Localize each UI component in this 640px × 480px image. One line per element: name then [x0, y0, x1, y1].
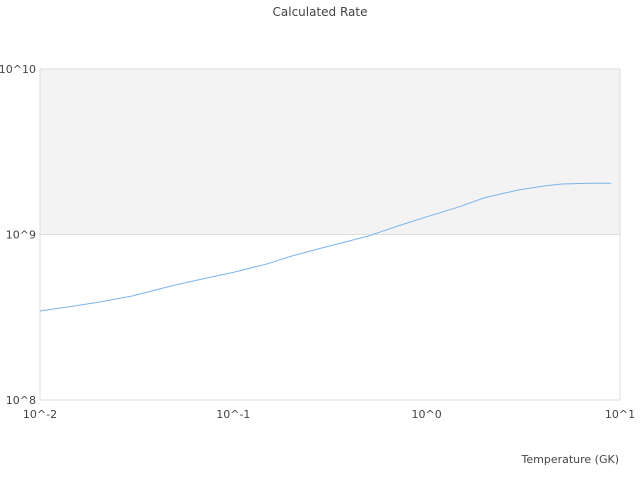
plot-band	[40, 69, 620, 235]
chart-title: Calculated Rate	[273, 5, 368, 19]
x-axis-label: Temperature (GK)	[521, 453, 620, 466]
y-tick-label: 10^9	[6, 229, 36, 242]
y-tick-label: 10^10	[0, 63, 36, 76]
series-line	[39, 182, 612, 312]
x-tick-label: 10^1	[605, 408, 635, 421]
x-tick-label: 10^-2	[23, 408, 57, 421]
x-tick-label: 10^0	[412, 408, 442, 421]
y-tick-label: 10^8	[6, 394, 36, 407]
x-tick-label: 10^-1	[216, 408, 250, 421]
